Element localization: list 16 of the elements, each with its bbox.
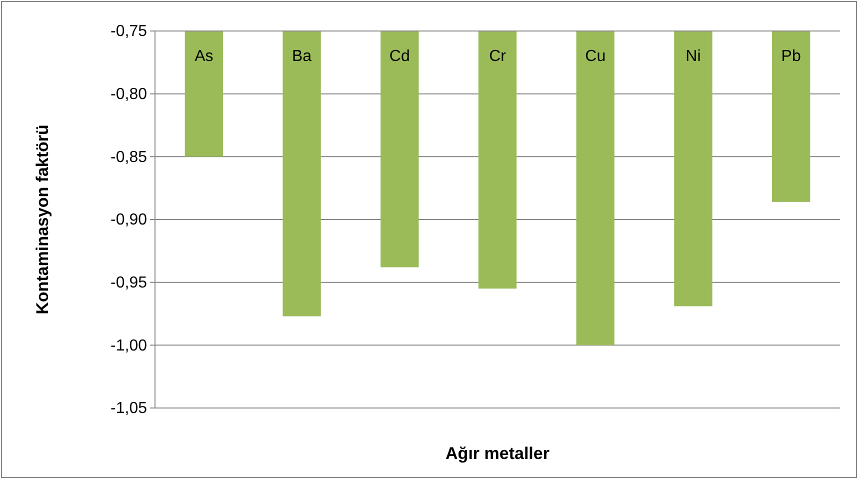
y-tick-label: -0,80	[110, 86, 148, 103]
x-tick-label: Cd	[389, 48, 410, 65]
x-tick-label: Cu	[585, 48, 606, 65]
x-tick-label: As	[194, 48, 214, 65]
y-axis-title: Kontaminasyon faktörü	[33, 124, 52, 314]
x-tick-label: Pb	[781, 48, 801, 65]
y-tick-label: -0,75	[110, 23, 148, 40]
x-tick-label: Ni	[686, 48, 701, 65]
y-tick-label: -1,05	[110, 400, 148, 418]
x-tick-label: Ba	[292, 48, 312, 65]
y-tick-label: -0,85	[110, 148, 148, 166]
y-tick-label: -1,00	[110, 337, 148, 354]
x-axis-title: Ağır metaller	[446, 444, 550, 463]
y-tick-label: -0,90	[110, 212, 148, 229]
y-tick-label: -0,95	[110, 274, 148, 292]
x-tick-label: Cr	[489, 48, 507, 65]
